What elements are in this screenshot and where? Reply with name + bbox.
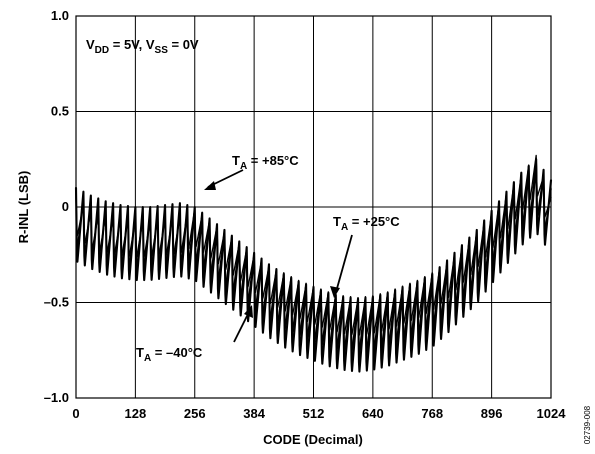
- x-tick-label: 0: [72, 406, 79, 421]
- vdd-value: = 5V,: [109, 37, 146, 52]
- y-axis-label: R-INL (LSB): [16, 171, 31, 244]
- y-tick-label: 1.0: [51, 8, 69, 23]
- condition-note: VDD = 5V, VSS = 0V: [86, 37, 199, 56]
- annotation-25c-label: T: [333, 214, 341, 229]
- annotation-85c-value: = +85°C: [247, 153, 299, 168]
- y-tick-label: –1.0: [44, 390, 69, 405]
- x-tick-label: 640: [362, 406, 384, 421]
- annotation-minus40c-sub: A: [144, 353, 151, 364]
- vdd-sub: DD: [95, 45, 109, 56]
- y-tick-labels: 1.0 0.5 0 –0.5 –1.0: [44, 8, 69, 405]
- x-axis-label: CODE (Decimal): [263, 432, 363, 447]
- annotation-85c: TA = +85°C: [204, 153, 299, 190]
- annotation-25c-arrowhead: [330, 286, 340, 298]
- svg-text:TA = –40°C: TA = –40°C: [136, 345, 203, 364]
- plot-frame: [75, 15, 552, 399]
- annotation-85c-arrowhead: [204, 181, 216, 190]
- x-tick-label: 768: [421, 406, 443, 421]
- annotation-minus40c-label: T: [136, 345, 144, 360]
- series-line: [74, 158, 553, 373]
- x-tick-labels: 0 128 256 384 512 640 768 896 1024: [72, 406, 566, 421]
- annotation-85c-label: T: [232, 153, 240, 168]
- annotation-minus40c-arrowhead: [244, 305, 253, 318]
- vss-value: = 0V: [168, 37, 199, 52]
- svg-text:TA = +85°C: TA = +85°C: [232, 153, 299, 172]
- vdd-label: V: [86, 37, 95, 52]
- y-tick-label: 0: [62, 199, 69, 214]
- annotation-25c: TA = +25°C: [330, 214, 400, 298]
- figure-id: 02739-008: [583, 405, 592, 444]
- y-tick-label: –0.5: [44, 295, 69, 310]
- annotation-25c-sub: A: [341, 222, 348, 233]
- annotation-minus40c-arrow: [233, 311, 250, 343]
- x-tick-label: 384: [243, 406, 265, 421]
- annotation-minus40c-value: = –40°C: [151, 345, 203, 360]
- y-tick-label: 0.5: [51, 104, 69, 119]
- x-tick-label: 128: [125, 406, 147, 421]
- x-tick-label: 896: [481, 406, 503, 421]
- vss-label: V: [146, 37, 155, 52]
- svg-text:TA = +25°C: TA = +25°C: [333, 214, 400, 233]
- x-tick-label: 256: [184, 406, 206, 421]
- annotation-25c-value: = +25°C: [348, 214, 400, 229]
- x-tick-label: 1024: [537, 406, 567, 421]
- annotation-minus40c: TA = –40°C: [136, 305, 253, 364]
- annotation-85c-sub: A: [240, 161, 247, 172]
- x-tick-label: 512: [303, 406, 325, 421]
- annotation-25c-arrow: [335, 234, 353, 293]
- vss-sub: SS: [155, 45, 169, 56]
- series-group: [74, 154, 553, 373]
